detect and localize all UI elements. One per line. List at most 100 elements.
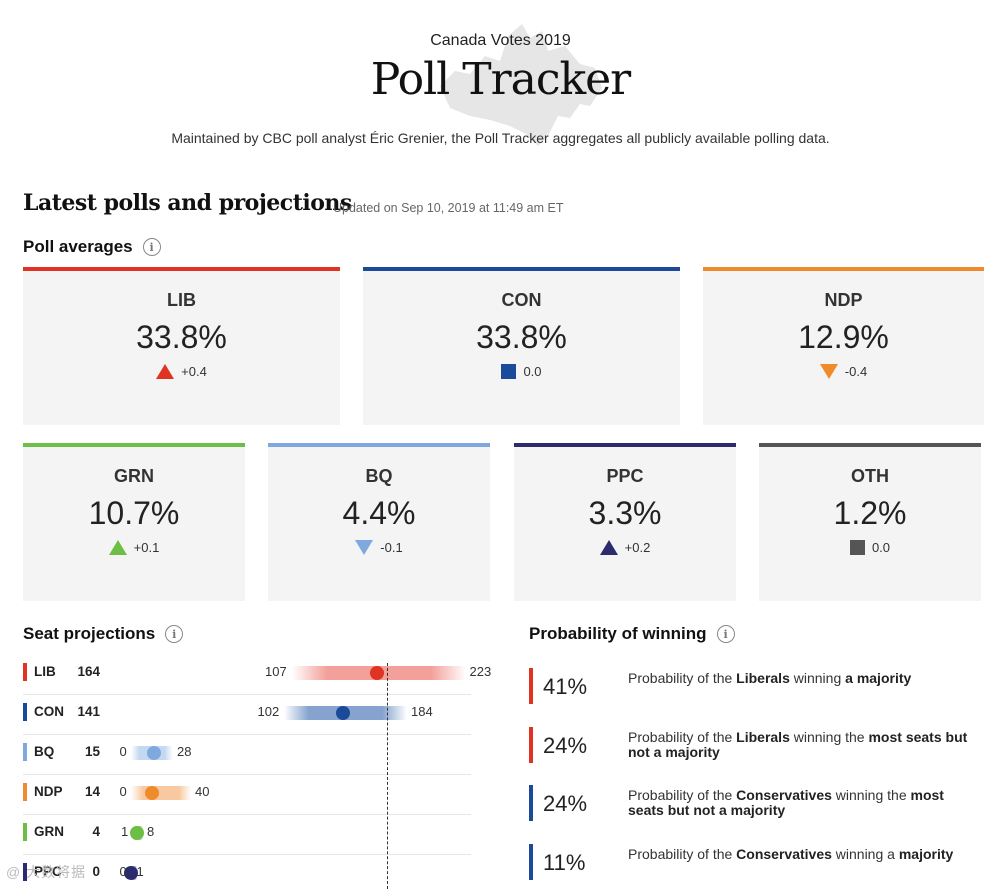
- range-high: 184: [411, 704, 433, 719]
- poll-percentage: 33.8%: [476, 319, 567, 355]
- updated-timestamp: Updated on Sep 10, 2019 at 11:49 am ET: [333, 201, 564, 215]
- seat-row-con: CON 141 102 184: [23, 695, 471, 735]
- change-value: 0.0: [871, 540, 891, 555]
- party-label: PPC: [606, 466, 644, 486]
- party-color-bar: [23, 863, 27, 881]
- probability-description: Probability of the Conservatives winning…: [628, 788, 978, 818]
- probability-description: Probability of the Conservatives winning…: [628, 845, 978, 862]
- page-subtitle: Maintained by CBC poll analyst Éric Gren…: [171, 130, 830, 146]
- poll-card-lib: LIB 33.8% +0.4: [23, 267, 340, 425]
- probability-row: 24% Probability of the Liberals winning t…: [529, 726, 979, 767]
- change-value: +0.1: [133, 540, 160, 555]
- seat-range-bar: [131, 786, 191, 800]
- triangle-up-icon: [108, 540, 127, 555]
- poll-percentage: 1.2%: [833, 495, 907, 531]
- change-indicator: +0.1: [23, 540, 245, 555]
- party-color-bar: [23, 783, 27, 801]
- supertitle: Canada Votes 2019: [430, 32, 571, 49]
- emphasis-text: Liberals: [736, 670, 790, 686]
- change-value: -0.1: [380, 540, 403, 555]
- seat-row-bq: BQ 15 0 28: [23, 735, 471, 775]
- description-text: Probability of the: [628, 787, 737, 803]
- triangle-up-icon: [599, 540, 618, 555]
- seat-projection-dot: [145, 786, 159, 800]
- section-title: Latest polls and projections: [23, 190, 352, 216]
- majority-line: [387, 663, 388, 889]
- probability-value: 24%: [543, 732, 588, 758]
- range-high: 40: [195, 784, 210, 799]
- projected-seats: 0: [92, 864, 100, 879]
- change-value: 0.0: [523, 364, 542, 379]
- description-text: Probability of the: [628, 670, 737, 686]
- change-indicator: -0.4: [703, 364, 984, 379]
- seat-projection-dot: [130, 826, 144, 840]
- change-indicator: -0.1: [268, 540, 490, 555]
- projected-seats: 14: [84, 784, 100, 799]
- description-text: winning a: [831, 845, 899, 862]
- seat-projection-dot: [370, 666, 384, 680]
- emphasis-text: Conservatives: [736, 787, 832, 803]
- emphasis-text: most seats but not a majority: [628, 728, 968, 760]
- projected-seats: 164: [77, 664, 100, 679]
- description-text: Probability of the: [628, 845, 737, 862]
- range-low: 1: [121, 824, 129, 839]
- party-label: LIB: [34, 664, 56, 679]
- emphasis-text: Conservatives: [736, 845, 832, 862]
- square-icon: [501, 364, 517, 379]
- range-low: 0: [119, 744, 127, 759]
- party-label: NDP: [34, 784, 63, 799]
- party-label: OTH: [851, 466, 889, 486]
- poll-percentage: 4.4%: [342, 495, 416, 531]
- info-icon[interactable]: i: [165, 625, 184, 643]
- poll-percentage: 33.8%: [136, 319, 227, 355]
- projected-seats: 15: [84, 744, 100, 759]
- change-value: +0.2: [624, 540, 651, 555]
- change-indicator: 0.0: [759, 540, 981, 555]
- page-title: Poll Tracker: [370, 54, 631, 105]
- triangle-down-icon: [819, 364, 838, 379]
- seat-row-grn: GRN 4 1 8: [23, 815, 471, 855]
- party-label: NDP: [824, 290, 863, 310]
- party-color-bar: [23, 663, 27, 681]
- emphasis-text: a majority: [845, 670, 912, 686]
- info-icon[interactable]: i: [142, 238, 161, 256]
- party-label: GRN: [114, 466, 154, 486]
- party-color-bar: [529, 668, 533, 704]
- party-color-bar: [529, 843, 533, 880]
- description-text: Probability of the: [628, 728, 737, 745]
- triangle-up-icon: [156, 364, 175, 379]
- party-label: CON: [501, 290, 542, 310]
- poll-percentage: 3.3%: [588, 495, 662, 531]
- emphasis-text: most seats but not a majority: [628, 787, 944, 818]
- party-color-bar: [529, 726, 533, 763]
- party-label: BQ: [365, 466, 393, 486]
- seat-projection-dot: [146, 746, 161, 760]
- poll-card-oth: OTH 1.2% 0.0: [759, 443, 981, 601]
- projected-seats: 4: [92, 824, 100, 839]
- probability-row: 41% Probability of the Liberals winning a…: [529, 668, 979, 708]
- description-text: winning: [789, 670, 846, 686]
- probability-value: 41%: [543, 674, 588, 699]
- change-value: -0.4: [844, 364, 868, 379]
- description-text: winning the: [789, 728, 869, 745]
- change-indicator: +0.2: [514, 540, 736, 555]
- emphasis-text: majority: [898, 845, 954, 862]
- party-label: LIB: [167, 290, 196, 310]
- seat-row-lib: LIB 164 107 223: [23, 655, 491, 695]
- description-text: winning the: [831, 787, 911, 803]
- poll-percentage: 10.7%: [88, 495, 180, 531]
- probability-title: Probability of winning: [529, 624, 707, 643]
- info-icon[interactable]: i: [716, 625, 735, 643]
- seat-projections-title: Seat projections: [23, 624, 156, 643]
- square-icon: [849, 540, 865, 555]
- party-color-bar: [23, 703, 27, 721]
- probability-value: 11%: [543, 849, 586, 875]
- triangle-down-icon: [355, 540, 374, 555]
- party-label: PPC: [34, 864, 62, 879]
- range-low: 107: [265, 664, 287, 679]
- probability-row: 11% Probability of the Conservatives winn…: [529, 843, 979, 884]
- probability-description: Probability of the Liberals winning the …: [628, 728, 978, 760]
- change-indicator: +0.4: [23, 364, 340, 379]
- canada-map-icon: [440, 24, 602, 146]
- watermark: @ 大数将据: [6, 864, 87, 880]
